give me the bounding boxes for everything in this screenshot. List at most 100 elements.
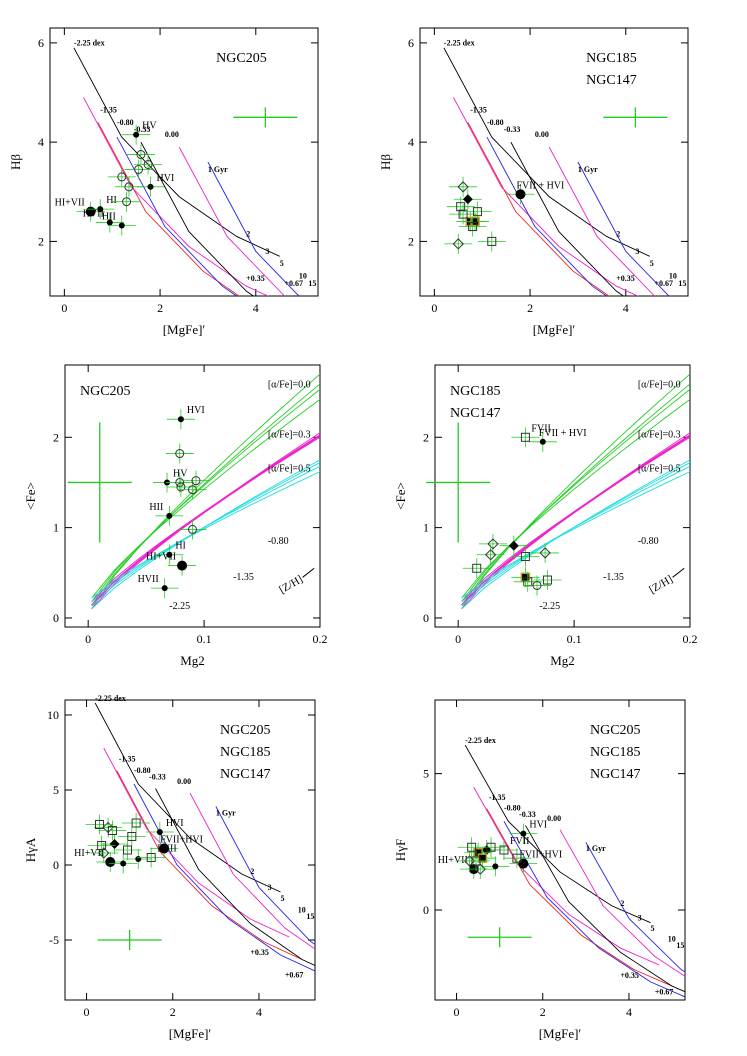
metallicity-label: 0.00	[535, 130, 549, 139]
age-label: 1 Gyr	[216, 809, 236, 818]
metallicity-track	[503, 821, 685, 998]
y-tick-label: 6	[408, 36, 414, 50]
metallicity-label: -0.80	[504, 804, 521, 813]
age-label: 1 Gyr	[586, 844, 606, 853]
plot-frame	[49, 27, 319, 297]
data-point	[472, 207, 482, 217]
age-label: 3	[268, 883, 272, 892]
point-label: HII	[149, 502, 163, 513]
y-tick-label: 4	[38, 135, 44, 149]
x-tick-label: 0.1	[197, 632, 212, 646]
y-tick-label: 4	[408, 135, 414, 149]
age-label: 10	[669, 272, 677, 281]
metallicity-label: -1.35	[603, 572, 624, 583]
age-label: 1 Gyr	[578, 165, 598, 174]
alpha-track	[461, 465, 690, 603]
metallicity-label: -2.25	[169, 601, 190, 612]
metallicity-label: -0.33	[519, 810, 536, 819]
data-point	[105, 857, 116, 867]
x-tick-label: 2	[157, 301, 163, 315]
metallicity-track	[207, 161, 300, 296]
metallicity-label: +0.35	[620, 971, 639, 980]
all-hgammaF-mgfe: 0 2 4 0 5 [MgFe]′ HγF NGC205 NGC185 NGC147 -2.25 d…	[393, 699, 686, 1041]
alpha-track	[91, 383, 320, 606]
point-label: HVII	[138, 574, 159, 585]
metallicity-track	[525, 825, 685, 993]
metallicity-label: -1.35	[119, 755, 136, 764]
metallicity-label: -1.35	[100, 105, 117, 114]
data-point	[539, 438, 546, 445]
data-point	[97, 841, 107, 850]
metallicity-track	[116, 136, 238, 296]
x-axis-label: [MgFe]′	[539, 1026, 582, 1041]
alpha-label: [α/Fe]=0.0	[638, 380, 681, 391]
alpha-label: [α/Fe]=0.5	[268, 464, 311, 475]
metallicity-track	[189, 792, 315, 950]
alpha-label: [α/Fe]=0.0	[268, 380, 311, 391]
age-label: 2	[620, 899, 624, 908]
metallicity-track	[585, 842, 685, 973]
age-label: 15	[676, 941, 684, 950]
data-point	[117, 172, 127, 182]
metallicity-track	[140, 141, 255, 296]
panel-title: NGC185	[586, 51, 637, 66]
metallicity-label: -0.80	[487, 118, 504, 127]
metallicity-label: +0.35	[250, 948, 269, 957]
x-axis-label: Mg2	[180, 653, 205, 668]
alpha-track	[91, 373, 320, 610]
metallicity-label: -0.80	[638, 536, 659, 547]
data-point	[468, 222, 478, 232]
metallicity-label: 0.00	[177, 777, 191, 786]
metallicity-label: -0.80	[117, 118, 134, 127]
panel-title: NGC147	[590, 767, 641, 782]
data-point	[94, 820, 104, 829]
data-point	[175, 449, 185, 459]
metallicity-label: 0.00	[165, 130, 179, 139]
data-point	[166, 551, 173, 558]
point-label: HVI	[187, 405, 205, 416]
x-tick-label: 2	[527, 301, 533, 315]
metallicity-label: -2.25 dex	[74, 38, 105, 47]
model-grid	[443, 47, 670, 296]
metallicity-track	[453, 97, 639, 296]
zh-arrow	[302, 567, 315, 578]
zh-label: [Z/H]	[647, 573, 675, 596]
metallicity-label: -0.33	[504, 125, 521, 134]
point-label: HI+VII	[146, 552, 176, 563]
y-tick-label: 6	[38, 36, 44, 50]
panel-title: NGC147	[220, 767, 271, 782]
data-point	[474, 863, 486, 875]
plot-frame	[419, 27, 689, 297]
metallicity-track	[473, 787, 660, 966]
x-axis-label: [MgFe]′	[169, 1026, 212, 1041]
metallicity-track	[73, 47, 280, 257]
data-point	[499, 845, 509, 855]
panel-title: NGC205	[590, 723, 641, 738]
point-label: HVI	[157, 173, 175, 184]
x-tick-label: 4	[253, 301, 259, 315]
point-label: HII	[102, 212, 116, 223]
age-label: 5	[651, 924, 655, 933]
metallicity-track	[97, 122, 240, 296]
age-label: 3	[635, 247, 639, 256]
x-axis-label: [MgFe]′	[163, 322, 206, 337]
alpha-track	[461, 436, 690, 603]
alpha-track	[461, 383, 690, 606]
x-tick-label: 0	[61, 301, 67, 315]
alpha-track	[461, 471, 690, 599]
age-label: 5	[650, 259, 654, 268]
data-point	[520, 432, 530, 442]
data-point	[177, 560, 188, 571]
alpha-label: [α/Fe]=0.3	[268, 429, 311, 440]
panel-title: NGC185	[450, 384, 501, 399]
data-point	[520, 830, 527, 837]
y-axis-label: HγF	[393, 839, 408, 861]
y-axis-label: HγA	[23, 837, 38, 862]
panel-title: NGC147	[450, 406, 501, 421]
alpha-track	[461, 373, 690, 610]
age-label: 2	[250, 867, 254, 876]
point-label: HI	[175, 541, 186, 552]
metallicity-track	[467, 122, 610, 296]
age-label: 3	[265, 247, 269, 256]
